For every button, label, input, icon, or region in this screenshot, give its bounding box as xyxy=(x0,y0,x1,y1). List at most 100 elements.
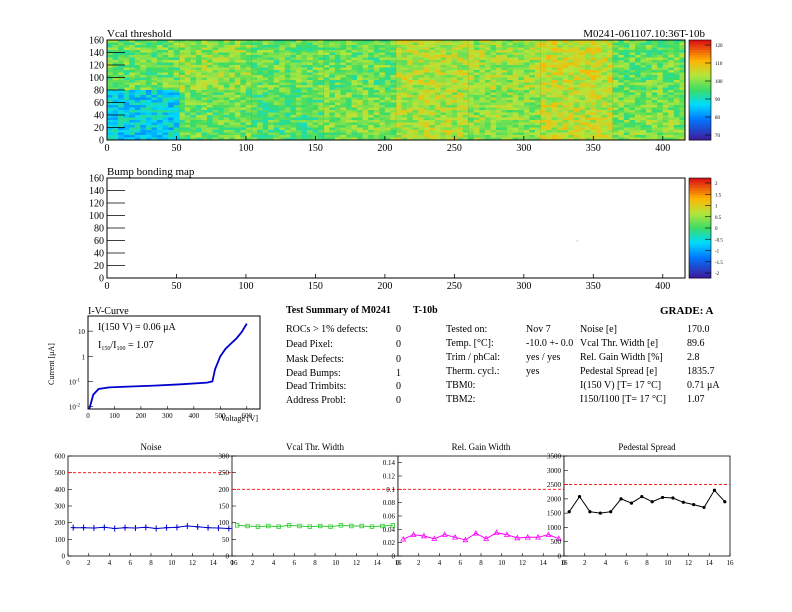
vcal-cell xyxy=(179,60,186,63)
vcal-cell xyxy=(518,40,525,43)
vcal-cell xyxy=(268,100,275,103)
vcal-cell xyxy=(301,82,308,86)
vcal-cell xyxy=(240,97,247,101)
vcal-cell xyxy=(218,55,225,58)
vcal-cell xyxy=(568,70,575,73)
vcal-cell xyxy=(129,70,136,73)
vcal-cell xyxy=(312,40,319,43)
vcal-cell xyxy=(534,77,541,81)
vcal-cell xyxy=(546,117,552,121)
vcal-cell xyxy=(190,52,197,56)
vcal-cell xyxy=(362,45,369,48)
vcal-cell xyxy=(679,40,686,43)
vcal-cell xyxy=(490,75,497,78)
vcal-cell xyxy=(368,42,375,46)
vcal-cell xyxy=(240,110,247,113)
vcal-cell xyxy=(468,55,475,58)
vcal-cell xyxy=(229,65,236,68)
vcal-cell xyxy=(129,97,136,101)
vcal-cell xyxy=(562,112,569,116)
vcal-cell xyxy=(662,112,669,116)
vcal-cell xyxy=(268,57,275,61)
vcal-cell xyxy=(579,47,586,51)
vcal-cell xyxy=(318,85,325,88)
vcal-cell xyxy=(340,112,347,116)
vcal-cell xyxy=(473,47,480,51)
vcal-cell xyxy=(657,85,664,88)
vcal-cell xyxy=(407,102,413,106)
vcal-cell xyxy=(273,62,280,66)
vcal-cell xyxy=(512,90,519,93)
vcal-cell xyxy=(112,75,119,78)
vcal-cell xyxy=(373,62,380,66)
vcal-cell xyxy=(118,90,124,93)
vcal-cell xyxy=(396,70,402,73)
vcal-cell xyxy=(223,67,230,71)
vcal-cell xyxy=(295,67,302,71)
vcal-cell xyxy=(340,107,347,111)
vcal-cell xyxy=(329,85,336,88)
vcal-cell xyxy=(184,97,191,101)
vcal-cell xyxy=(323,95,330,98)
vcal-cell xyxy=(462,80,469,83)
vcal-cell xyxy=(245,47,252,51)
vcal-cell xyxy=(362,50,369,53)
vcal-cell xyxy=(534,107,541,111)
vcal-cell xyxy=(257,52,263,56)
vcal-cell xyxy=(223,40,230,43)
vcal-cell xyxy=(501,112,508,116)
vcal-cell xyxy=(662,115,669,118)
vcal-cell xyxy=(607,75,614,78)
vcal-cell xyxy=(362,100,369,103)
vcal-cell xyxy=(668,55,675,58)
vcal-cell xyxy=(446,42,452,46)
vcal-cell xyxy=(601,82,608,86)
vcal-cell xyxy=(301,70,308,73)
vcal-cell xyxy=(379,112,386,116)
vcal-cell xyxy=(212,115,219,118)
vcal-cell xyxy=(218,75,225,78)
vcal-cell xyxy=(168,80,174,83)
vcal-cell xyxy=(140,105,147,108)
vcal-cell xyxy=(418,62,425,66)
vcal-cell xyxy=(351,97,358,101)
vcal-cell xyxy=(268,120,275,123)
vcal-cell xyxy=(501,87,508,91)
vcal-cell xyxy=(318,87,325,91)
vcal-cell xyxy=(162,120,169,123)
vcal-cell xyxy=(612,117,619,121)
vcal-cell xyxy=(451,112,458,116)
vcal-cell xyxy=(540,55,547,58)
vcal-cell xyxy=(245,60,252,63)
vcal-cell xyxy=(234,62,241,66)
vcal-cell xyxy=(257,55,263,58)
vcal-cell xyxy=(157,117,163,121)
vcal-cell xyxy=(562,87,569,91)
vcal-cell xyxy=(673,97,680,101)
vcal-cell xyxy=(134,102,141,106)
vcal-cell xyxy=(168,90,174,93)
vcal-cell xyxy=(218,52,225,56)
vcal-cell xyxy=(268,52,275,56)
vcal-cell xyxy=(429,40,436,43)
vcal-cell xyxy=(446,115,452,118)
vcal-cell xyxy=(201,117,208,121)
vcal-cell xyxy=(679,117,686,121)
vcal-cell xyxy=(668,90,675,93)
vcal-cell xyxy=(129,112,136,116)
vcal-cell xyxy=(623,52,630,56)
vcal-cell xyxy=(551,80,558,83)
vcal-cell xyxy=(268,115,275,118)
vcal-cell xyxy=(551,52,558,56)
vcal-cell xyxy=(151,50,158,53)
vcal-cell xyxy=(118,100,124,103)
vcal-cell xyxy=(451,120,458,123)
vcal-cell xyxy=(668,105,675,108)
vcal-cell xyxy=(673,105,680,108)
vcal-cell xyxy=(168,85,174,88)
vcal-cell xyxy=(423,85,430,88)
vcal-cell xyxy=(557,115,564,118)
vcal-cell xyxy=(162,52,169,56)
vcal-cell xyxy=(290,65,297,68)
vcal-cell xyxy=(184,92,191,96)
